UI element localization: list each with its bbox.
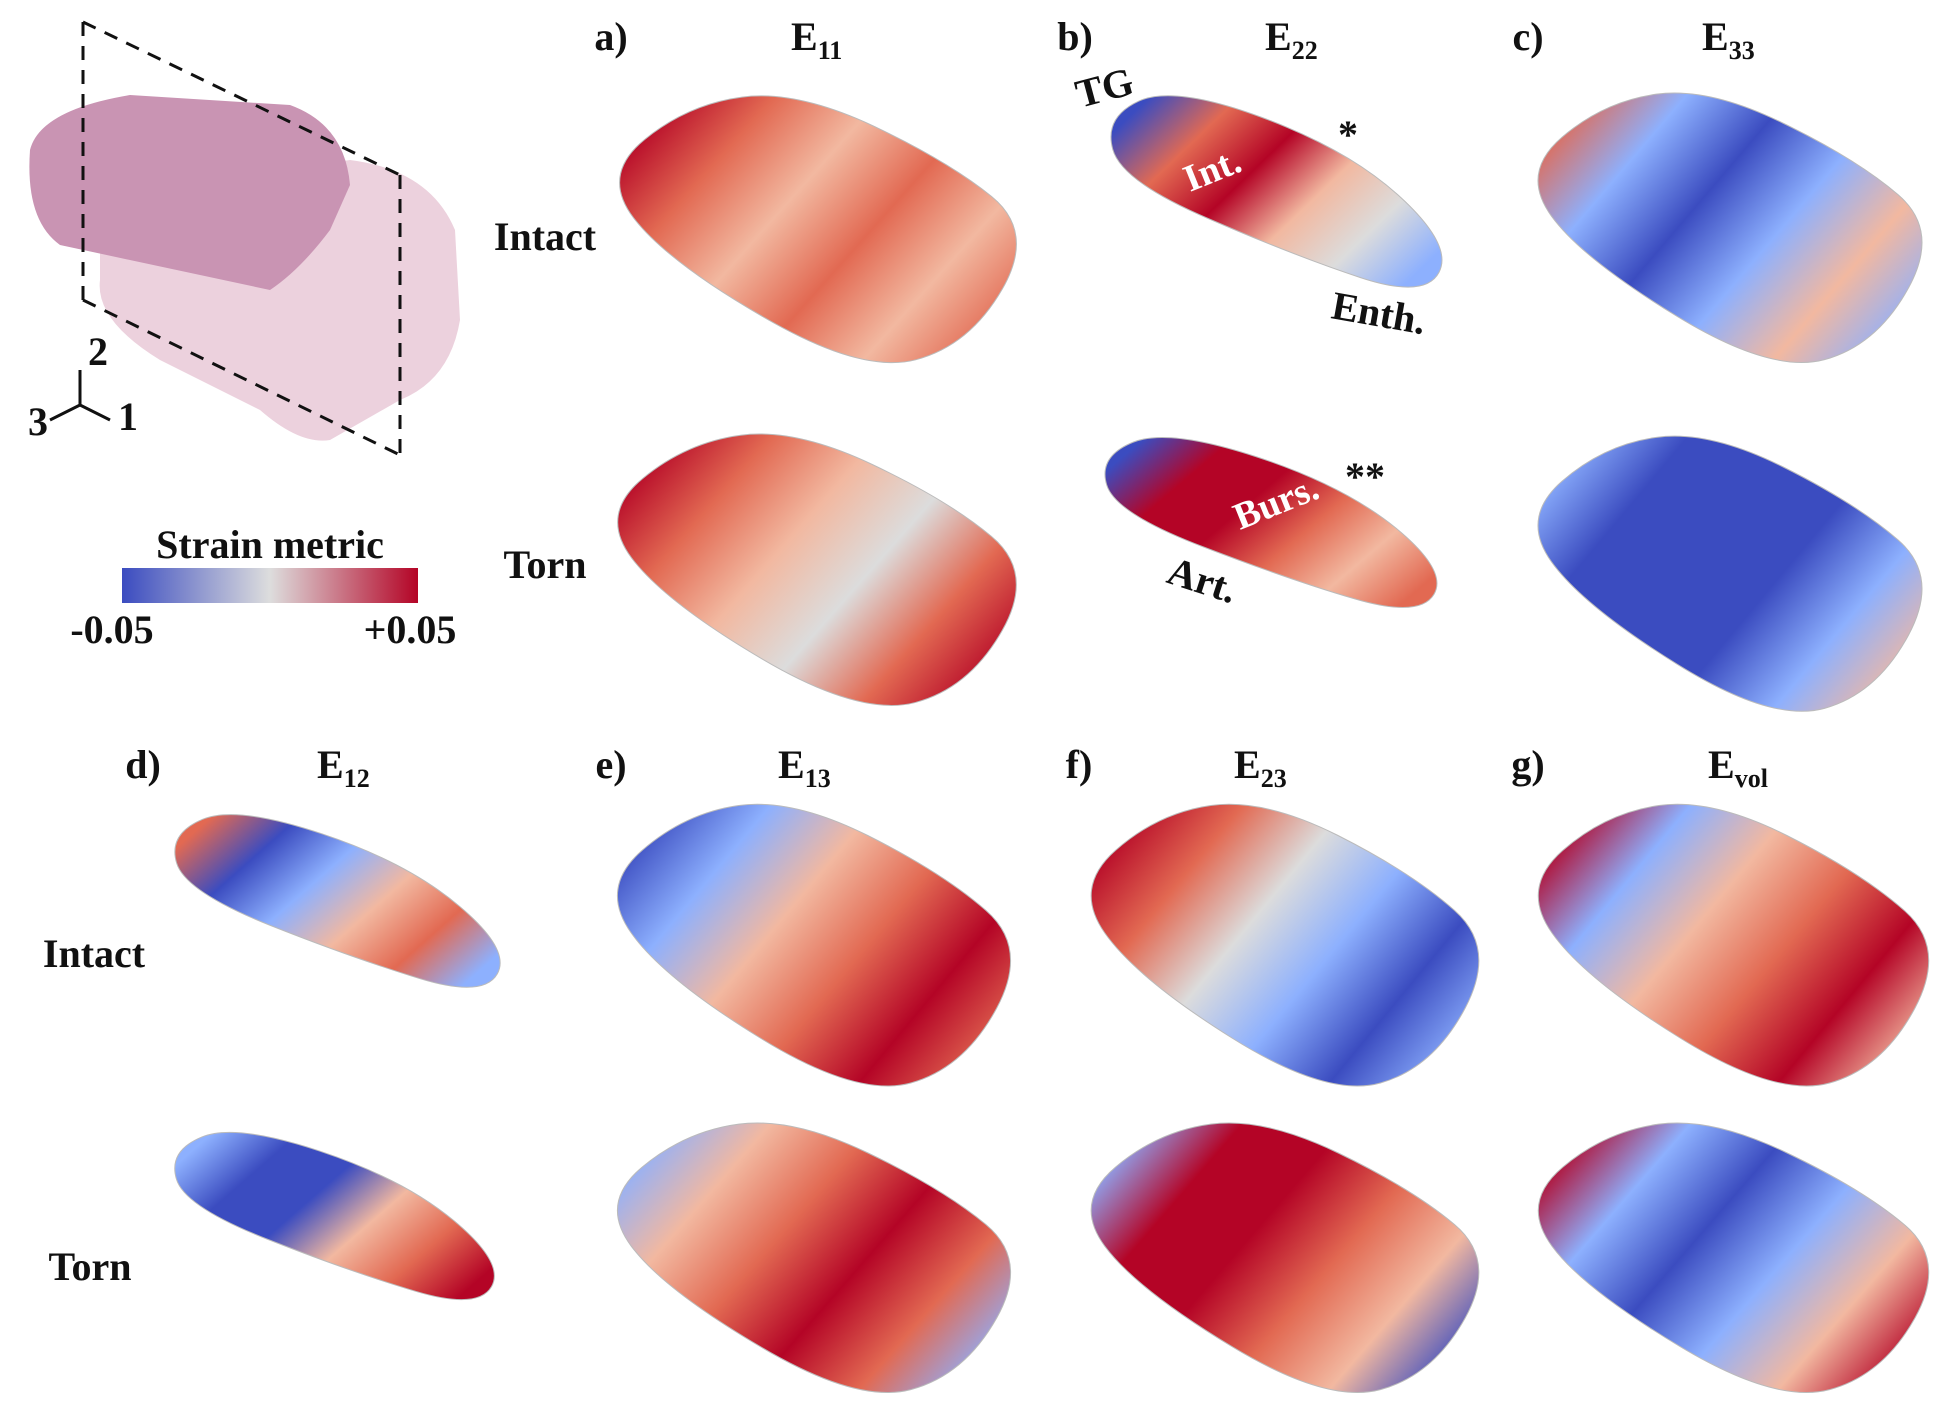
panel-label: a) — [594, 14, 627, 59]
axis-label: 3 — [28, 399, 48, 444]
title-sub: 11 — [818, 36, 843, 65]
colorbar — [122, 568, 418, 603]
strain-map — [1537, 435, 1923, 712]
annotation: Enth. — [1328, 283, 1429, 344]
panel-label: f) — [1066, 742, 1093, 787]
title-base: E — [317, 742, 344, 787]
title-base: E — [1234, 742, 1261, 787]
strain-map — [1537, 803, 1930, 1087]
title-base: E — [1265, 14, 1292, 59]
row-label: Torn — [503, 542, 586, 587]
panel-title: E11 — [791, 14, 842, 65]
annotation: ** — [1345, 454, 1385, 499]
title-sub: 13 — [805, 764, 831, 793]
panel-label: e) — [595, 742, 626, 787]
legend-max: +0.05 — [364, 607, 457, 652]
plane — [81, 20, 402, 457]
title-sub: 22 — [1292, 36, 1318, 65]
strain-map — [617, 433, 1017, 706]
strain-map — [1090, 1122, 1480, 1393]
axis-triad — [49, 370, 111, 422]
title-sub: vol — [1735, 764, 1768, 793]
panel-title: E22 — [1265, 14, 1318, 65]
axis-label: 1 — [118, 394, 138, 439]
strain-map — [174, 1131, 495, 1301]
panel-label: b) — [1057, 14, 1093, 59]
panel-title: E13 — [778, 742, 831, 793]
strain-map — [174, 814, 501, 988]
row-label: Torn — [48, 1244, 131, 1289]
title-sub: 12 — [344, 764, 370, 793]
panel-label: d) — [125, 742, 161, 787]
axis-label: 2 — [88, 329, 108, 374]
row-label: Intact — [43, 931, 146, 976]
panel-label: g) — [1511, 742, 1544, 787]
upper-shape — [29, 95, 350, 290]
strain-map — [619, 95, 1017, 364]
strain-map — [1090, 803, 1480, 1087]
panel-title: E33 — [1702, 14, 1755, 65]
title-base: E — [791, 14, 818, 59]
title-sub: 23 — [1261, 764, 1287, 793]
panel-title: E12 — [317, 742, 370, 793]
panel-title: Evol — [1708, 742, 1768, 793]
panel-label: c) — [1512, 14, 1543, 59]
strain-map — [616, 1122, 1012, 1393]
strain-map — [1110, 95, 1443, 288]
strain-map — [616, 803, 1012, 1087]
annotation: * — [1338, 112, 1358, 157]
strain-map — [1537, 1122, 1930, 1393]
panel-title: E23 — [1234, 742, 1287, 793]
title-base: E — [778, 742, 805, 787]
row-label: Intact — [494, 214, 597, 259]
legend-min: -0.05 — [70, 607, 153, 652]
title-base: E — [1702, 14, 1729, 59]
strain-map — [1104, 437, 1438, 608]
title-base: E — [1708, 742, 1735, 787]
title-sub: 33 — [1729, 36, 1755, 65]
strain-map — [1537, 92, 1923, 363]
legend-title: Strain metric — [156, 522, 384, 567]
inset-geometry: 1 2 3 — [28, 20, 460, 457]
strain-maps — [174, 92, 1930, 1393]
